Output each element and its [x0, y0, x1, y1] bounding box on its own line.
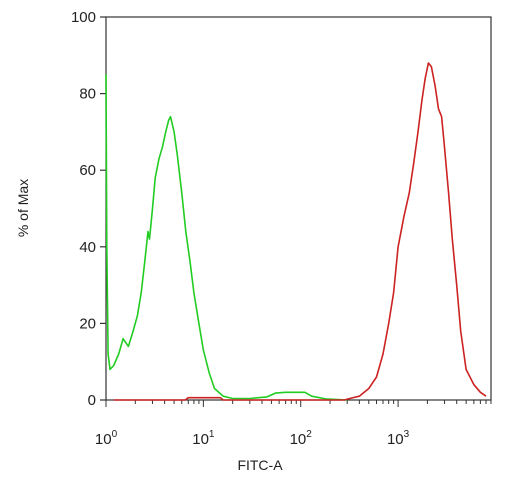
x-tick-label: 103 — [387, 429, 410, 448]
histogram-series-2 — [113, 62, 487, 401]
plot-frame — [105, 16, 492, 401]
y-tick-label: 80 — [79, 86, 96, 103]
y-tick-label: 60 — [79, 162, 96, 179]
y-axis: 0 20 40 60 80 100 — [71, 9, 106, 409]
series-layer — [105, 62, 487, 401]
y-axis-title: % of Max — [15, 179, 31, 237]
x-tick-label: 100 — [95, 429, 118, 448]
y-tick-label: 0 — [88, 392, 96, 409]
histogram-series-1 — [105, 74, 348, 401]
x-tick-label: 101 — [192, 429, 215, 448]
y-tick-label: 20 — [79, 315, 96, 332]
x-tick-label: 102 — [290, 429, 313, 448]
x-axis: 100 101 102 103 — [95, 400, 492, 448]
y-tick-label: 100 — [71, 9, 96, 26]
y-tick-label: 40 — [79, 239, 96, 256]
x-axis-title: FITC-A — [237, 457, 283, 473]
